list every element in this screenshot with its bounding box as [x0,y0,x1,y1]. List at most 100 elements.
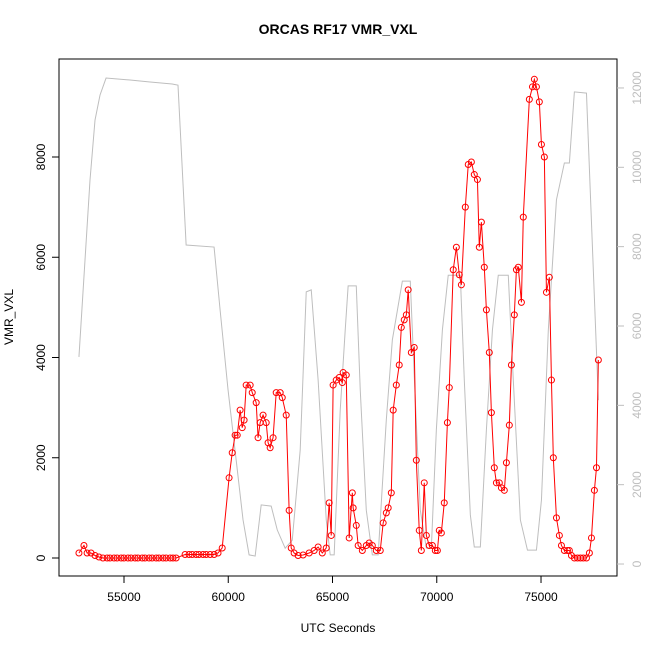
data-point [440,499,448,507]
x-tick-label: 70000 [420,590,454,604]
data-point [80,541,88,549]
data-point [592,464,600,472]
data-point [528,83,536,91]
data-point [540,153,548,161]
data-point [75,549,83,557]
data-point [314,543,322,551]
data-point [185,550,193,558]
data-point [387,489,395,497]
data-point [519,213,527,221]
data-point [449,266,457,274]
data-point [545,273,553,281]
data-point [294,551,302,559]
data-point [310,546,318,554]
data-point [120,554,128,562]
data-point [252,399,260,407]
data-point [99,554,107,562]
data-point [172,554,180,562]
data-point [199,550,207,558]
data-point [514,263,522,271]
data-point [325,499,333,507]
data-point [181,550,189,558]
data-point [412,456,420,464]
data-point [492,479,500,487]
data-point [467,158,475,166]
data-point [278,394,286,402]
data-point [124,554,132,562]
x-tick-label: 55000 [107,590,141,604]
data-point [188,550,196,558]
data-point [535,98,543,106]
data-point [579,554,587,562]
data-point [91,551,99,559]
data-point [228,449,236,457]
data-point [218,544,226,552]
data-point [141,554,149,562]
data-point [329,381,337,389]
data-point [590,486,598,494]
y2-tick-label: 0 [630,560,644,567]
data-point [532,83,540,91]
data-point [490,464,498,472]
data-point [210,550,218,558]
data-point [238,424,246,432]
data-point [507,361,515,369]
data-point [282,411,290,419]
data-point [530,75,538,83]
data-point [349,504,357,512]
data-point [415,526,423,534]
y2-tick-label: 2000 [630,471,644,498]
data-point [563,546,571,554]
data-point [266,444,274,452]
data-point [470,171,478,179]
y-tick-label: 0 [34,554,48,561]
data-point [517,298,525,306]
data-point [372,546,380,554]
data-point [422,531,430,539]
data-point [502,459,510,467]
data-point [145,554,153,562]
y2-tick-label: 6000 [630,312,644,339]
x-tick-label: 60000 [212,590,246,604]
data-point [487,409,495,417]
data-point [248,389,256,397]
data-point [83,549,91,557]
data-point [475,243,483,251]
data-point [384,504,392,512]
data-point [206,550,214,558]
data-point [443,419,451,427]
y2-tick-label: 4000 [630,392,644,419]
data-point [338,379,346,387]
data-point [552,514,560,522]
data-point [376,546,384,554]
data-point [482,306,490,314]
chart-title: ORCAS RF17 VMR_VXL [259,21,418,37]
data-point [155,554,163,562]
data-point [202,550,210,558]
data-point [117,554,125,562]
data-point [473,176,481,184]
data-point [254,434,262,442]
data-point [134,554,142,562]
data-point [557,541,565,549]
data-point [236,406,244,414]
data-point [461,203,469,211]
data-point [407,348,415,356]
data-point [231,431,239,439]
data-point [285,506,293,514]
data-point [233,431,241,439]
data-point [148,554,156,562]
data-point [525,95,533,103]
data-point [542,288,550,296]
data-point [549,454,557,462]
y-tick-label: 2000 [34,444,48,471]
data-point [395,361,403,369]
data-point [585,549,593,557]
data-point [110,554,118,562]
data-point [555,531,563,539]
y2-tick-label: 12000 [630,71,644,105]
data-point [368,541,376,549]
